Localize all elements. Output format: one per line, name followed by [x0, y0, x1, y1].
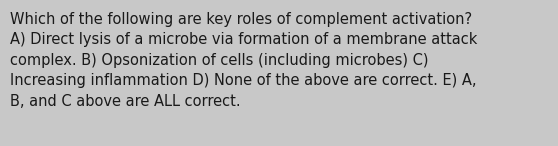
Text: Which of the following are key roles of complement activation?
A) Direct lysis o: Which of the following are key roles of …	[10, 12, 478, 109]
